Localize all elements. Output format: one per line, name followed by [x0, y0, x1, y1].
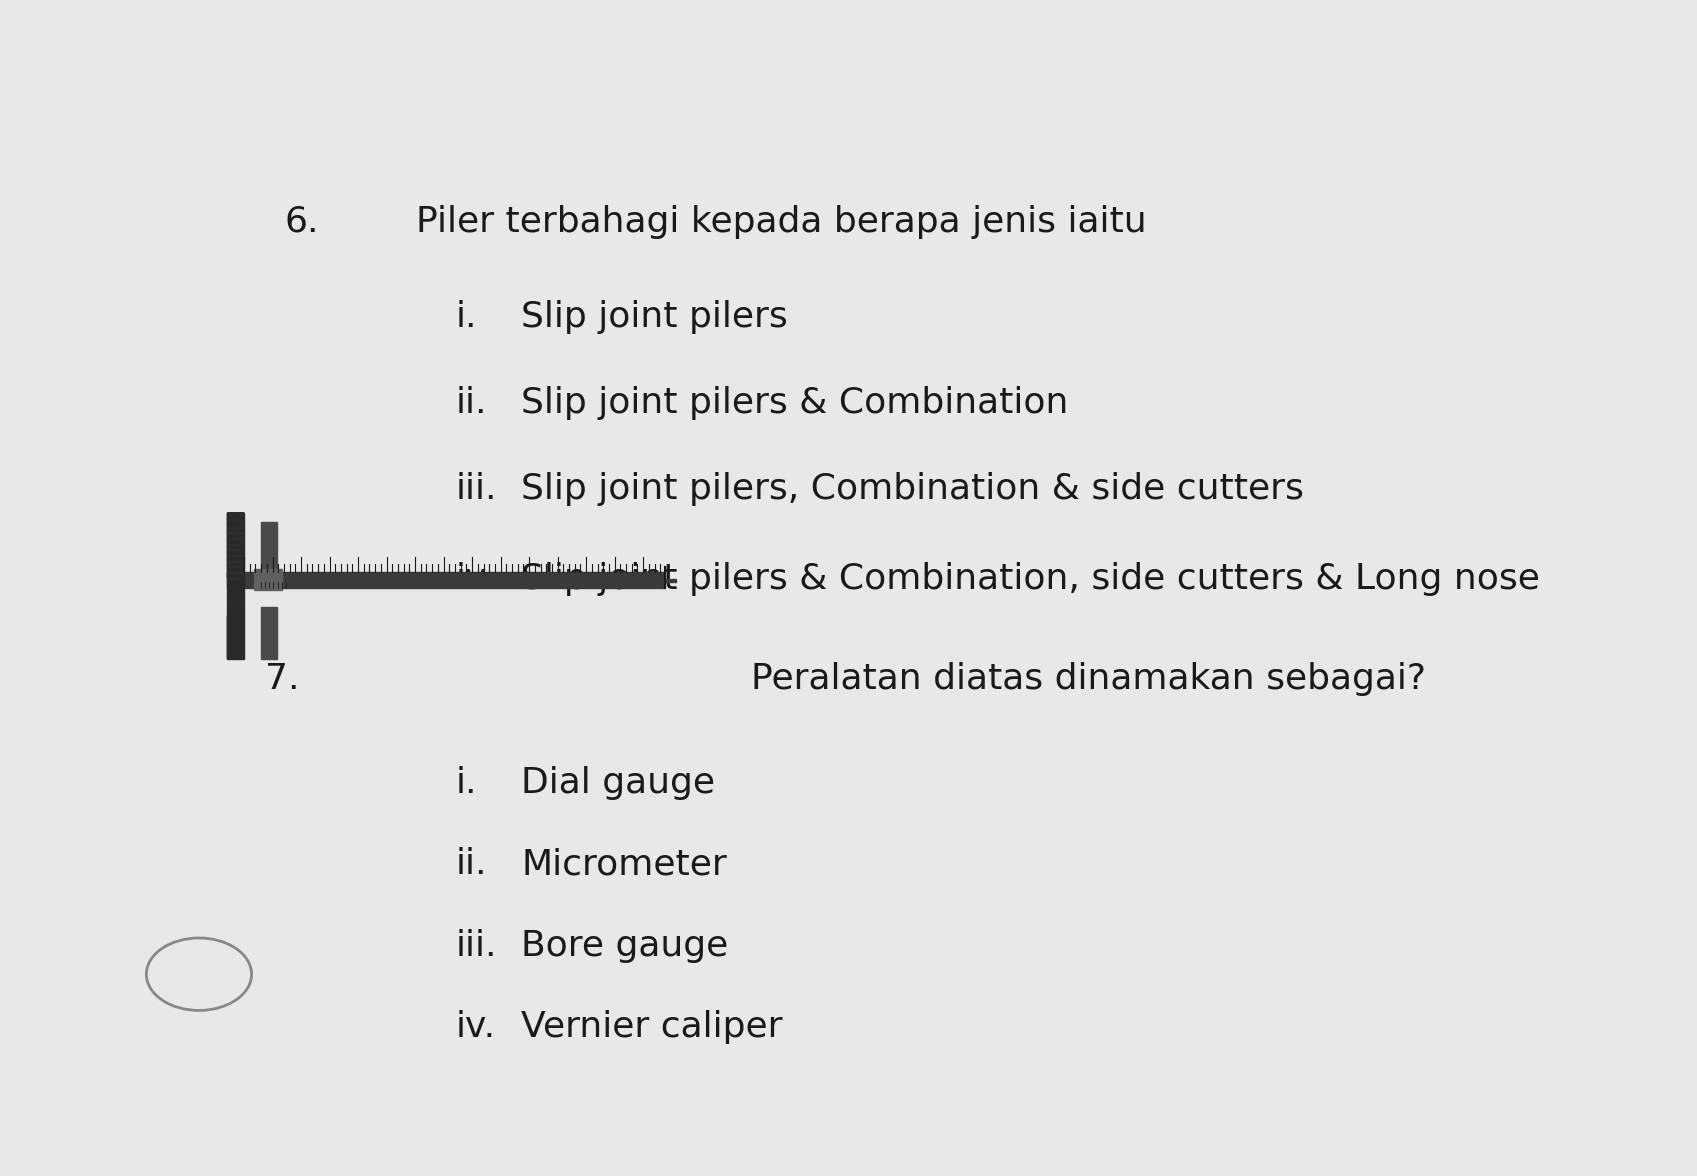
Text: Slip joint pilers, Combination & side cutters: Slip joint pilers, Combination & side cu… — [521, 472, 1303, 506]
Text: iii.: iii. — [455, 472, 497, 506]
Text: 7.: 7. — [265, 662, 299, 696]
Polygon shape — [227, 513, 244, 579]
Bar — [253, 569, 282, 590]
Bar — [227, 607, 244, 659]
Text: iv.: iv. — [455, 562, 496, 596]
Text: Peralatan diatas dinamakan sebagai?: Peralatan diatas dinamakan sebagai? — [752, 662, 1427, 696]
Text: ii.: ii. — [455, 848, 487, 882]
Text: iii.: iii. — [455, 929, 497, 963]
Text: i.: i. — [455, 766, 477, 800]
Bar — [227, 513, 244, 607]
Bar — [227, 572, 665, 588]
Text: ii.: ii. — [455, 386, 487, 420]
Text: Slip joint pilers & Combination, side cutters & Long nose: Slip joint pilers & Combination, side cu… — [521, 562, 1541, 596]
Polygon shape — [227, 607, 244, 659]
Text: Slip joint pilers & Combination: Slip joint pilers & Combination — [521, 386, 1069, 420]
Text: Bore gauge: Bore gauge — [521, 929, 728, 963]
Text: Slip joint pilers: Slip joint pilers — [521, 300, 787, 334]
Text: Micrometer: Micrometer — [521, 848, 726, 882]
Text: 6.: 6. — [285, 205, 319, 239]
Text: iv.: iv. — [455, 1010, 496, 1044]
Text: Piler terbahagi kepada berapa jenis iaitu: Piler terbahagi kepada berapa jenis iait… — [416, 205, 1147, 239]
Text: i.: i. — [455, 300, 477, 334]
Bar — [261, 607, 277, 659]
Text: Dial gauge: Dial gauge — [521, 766, 714, 800]
Bar — [261, 522, 277, 588]
Bar — [662, 579, 677, 582]
Text: Vernier caliper: Vernier caliper — [521, 1010, 782, 1044]
